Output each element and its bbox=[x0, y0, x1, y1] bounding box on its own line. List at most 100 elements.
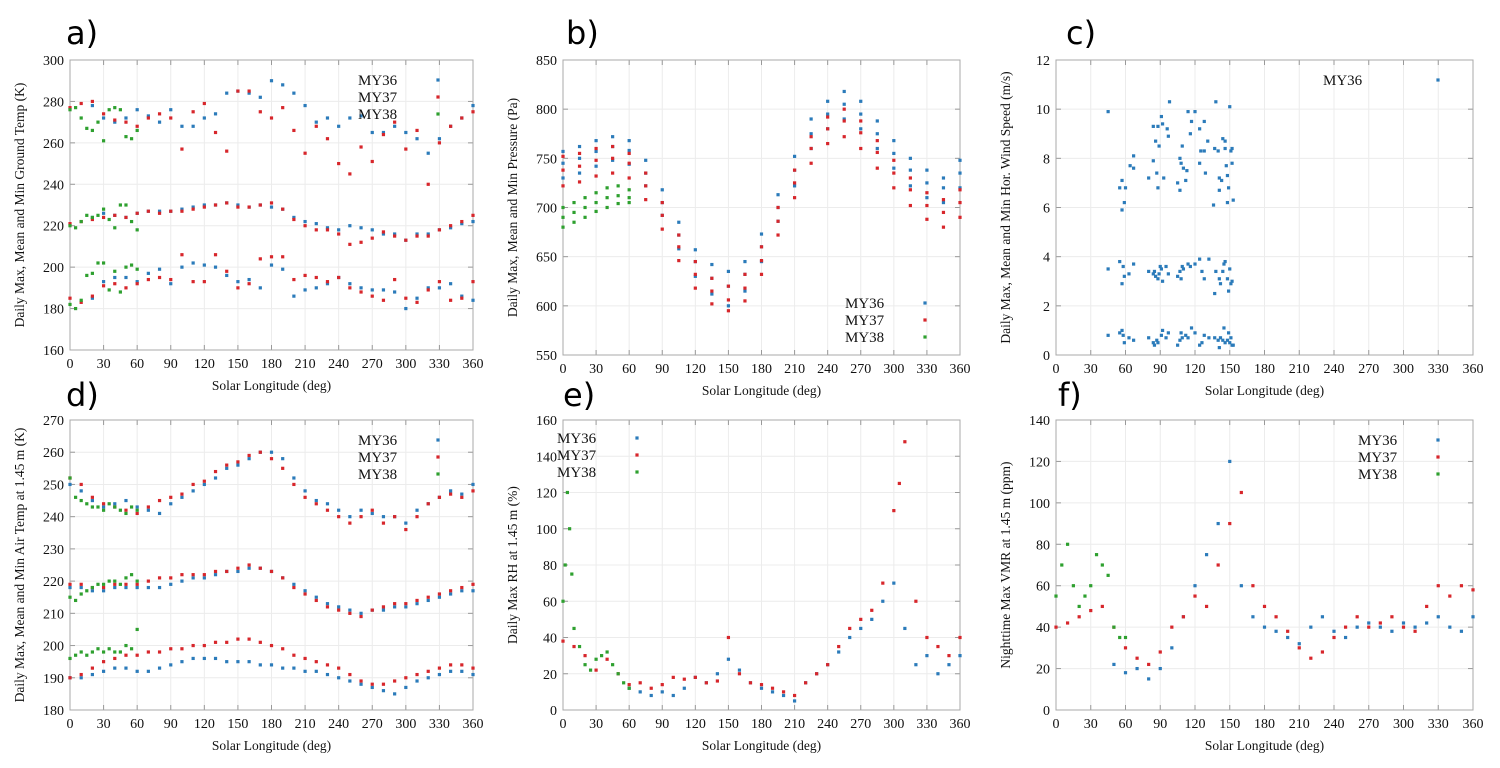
data-point-my36-y bbox=[1118, 186, 1122, 190]
data-point-my37-y bbox=[1251, 584, 1255, 588]
data-point-my37-y bbox=[1100, 604, 1104, 609]
data-point-my37-mean bbox=[169, 209, 173, 213]
data-point-my36-y bbox=[837, 650, 841, 654]
series-my36 bbox=[1112, 459, 1475, 681]
data-point-my36-max bbox=[776, 193, 780, 197]
data-point-my37-max bbox=[180, 492, 184, 496]
data-point-my36-min bbox=[236, 660, 240, 664]
data-point-my37-y bbox=[1401, 625, 1406, 629]
data-point-my38-min bbox=[107, 647, 111, 651]
data-point-my37-max bbox=[449, 124, 453, 128]
data-point-my36-min bbox=[303, 288, 307, 292]
data-point-my37-mean bbox=[348, 242, 352, 246]
x-tick-label: 30 bbox=[589, 717, 603, 732]
data-point-my36-y bbox=[936, 672, 940, 676]
data-point-my37-y bbox=[649, 686, 653, 690]
data-point-my36-max bbox=[859, 99, 863, 103]
x-tick-label: 60 bbox=[622, 362, 636, 377]
x-tick-label: 180 bbox=[261, 357, 282, 372]
data-point-my36-y bbox=[1176, 181, 1180, 185]
data-point-my36-min bbox=[124, 275, 128, 280]
data-point-my36-min bbox=[157, 267, 162, 271]
y-axis-label: Daily Max RH at 1.45 m (%) bbox=[505, 486, 520, 644]
data-point-my36-min bbox=[370, 685, 374, 690]
data-point-my37-mean bbox=[325, 228, 330, 232]
data-point-my36-y bbox=[1156, 341, 1160, 345]
legend-marker bbox=[1436, 78, 1440, 82]
data-point-my38-max bbox=[113, 106, 117, 110]
data-point-my36-y bbox=[1162, 176, 1166, 180]
data-point-my37-max bbox=[303, 495, 307, 499]
data-point-my37-max bbox=[169, 495, 173, 499]
data-point-my36-mean bbox=[202, 203, 206, 207]
data-point-my38-max bbox=[96, 120, 100, 124]
x-tick-label: 150 bbox=[227, 717, 248, 732]
data-point-my37-y bbox=[1425, 604, 1429, 609]
data-point-my37-min bbox=[292, 653, 296, 657]
legend-label: MY37 bbox=[1358, 450, 1398, 466]
data-point-my36-mean bbox=[269, 205, 274, 209]
data-point-my38-y bbox=[1123, 635, 1128, 640]
data-point-my38-y bbox=[1112, 625, 1116, 629]
data-point-my36-y bbox=[1189, 326, 1194, 330]
data-point-my38-max bbox=[96, 505, 100, 509]
data-point-my37-max bbox=[247, 453, 251, 458]
data-point-my36-y bbox=[1179, 331, 1183, 335]
y-tick-label: 260 bbox=[43, 446, 64, 461]
data-point-my38-min bbox=[124, 265, 128, 269]
x-tick-label: 240 bbox=[328, 357, 349, 372]
data-point-my36-y bbox=[1123, 671, 1128, 675]
data-point-my37-mean bbox=[370, 608, 374, 612]
data-point-my36-max bbox=[90, 498, 94, 503]
data-point-my36-mean bbox=[113, 585, 117, 590]
data-point-my36-min bbox=[449, 282, 453, 286]
data-point-my36-y bbox=[1106, 110, 1110, 114]
data-point-my36-min bbox=[169, 282, 173, 286]
data-point-my36-y bbox=[1122, 341, 1126, 345]
data-point-my37-min bbox=[225, 269, 229, 273]
data-point-my36-y bbox=[1186, 336, 1190, 340]
data-point-my38-y bbox=[1106, 573, 1110, 577]
plot-frame bbox=[1055, 59, 1474, 356]
data-point-my37-max bbox=[314, 124, 318, 128]
x-tick-label: 180 bbox=[1254, 362, 1275, 377]
data-point-my36-max bbox=[693, 248, 697, 252]
data-point-my36-y bbox=[1239, 584, 1243, 588]
data-point-my37-max bbox=[710, 276, 714, 280]
y-tick-label: 800 bbox=[536, 103, 557, 118]
data-point-my37-mean bbox=[236, 205, 240, 209]
data-point-my37-mean bbox=[693, 272, 697, 276]
x-tick-label: 90 bbox=[1153, 362, 1167, 377]
data-point-my38-y bbox=[1071, 584, 1075, 588]
data-point-my38-y bbox=[1077, 604, 1081, 609]
data-point-my36-mean bbox=[471, 219, 475, 224]
x-axis-label: Solar Longitude (deg) bbox=[1205, 383, 1324, 398]
data-point-my36-y bbox=[1367, 621, 1371, 625]
data-point-my38-min bbox=[605, 205, 609, 210]
data-point-my36-max bbox=[677, 220, 681, 224]
data-point-my36-y bbox=[1167, 100, 1172, 104]
data-point-my37-min bbox=[258, 640, 262, 644]
y-tick-label: 180 bbox=[43, 704, 64, 719]
data-point-my37-max bbox=[325, 137, 330, 141]
data-point-my37-max bbox=[269, 457, 274, 461]
legend-marker bbox=[1436, 472, 1440, 476]
data-point-my38-mean bbox=[107, 217, 111, 222]
data-point-my37-mean bbox=[437, 592, 442, 596]
legend-marker bbox=[923, 335, 927, 339]
data-point-my37-mean bbox=[644, 184, 648, 188]
data-point-my37-min bbox=[594, 174, 598, 178]
data-point-my37-y bbox=[1355, 615, 1359, 619]
data-point-my37-max bbox=[337, 161, 341, 166]
data-point-my37-mean bbox=[337, 608, 341, 612]
data-point-my36-max bbox=[449, 489, 453, 493]
data-point-my37-min bbox=[471, 280, 475, 284]
x-tick-label: 300 bbox=[395, 717, 416, 732]
x-tick-label: 120 bbox=[194, 717, 215, 732]
legend-label: MY36 bbox=[557, 431, 597, 447]
x-tick-label: 270 bbox=[362, 357, 383, 372]
data-point-my36-min bbox=[958, 186, 962, 190]
data-point-my37-min bbox=[437, 280, 442, 284]
data-point-my36-y bbox=[1120, 208, 1124, 212]
